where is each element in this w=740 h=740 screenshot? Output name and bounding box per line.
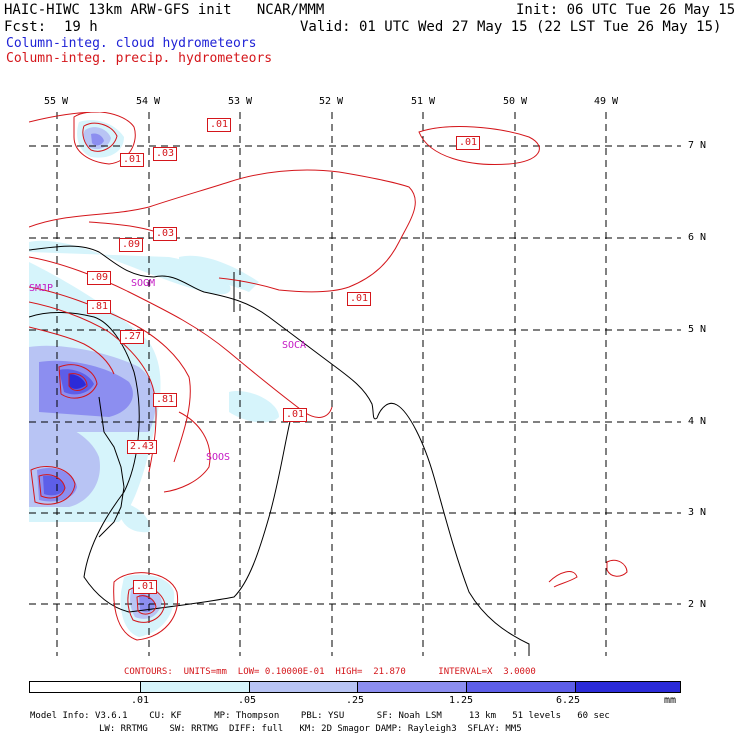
- model-info-line2: LW: RRTMG SW: RRTMG DIFF: full KM: 2D Sm…: [99, 724, 522, 734]
- contour-label: .03: [153, 147, 178, 161]
- colorbar-tick: 1.25: [449, 695, 474, 706]
- lon-label: 52 W: [319, 96, 344, 107]
- contour-label: .01: [456, 136, 481, 150]
- colorbar-segment: [30, 682, 141, 692]
- lat-label: 3 N: [688, 507, 707, 518]
- contour-label: .09: [119, 238, 144, 252]
- lat-label: 4 N: [688, 416, 707, 427]
- station-label: SMJP: [29, 283, 54, 294]
- contour-label: 2.43: [127, 440, 158, 454]
- contour-label: .01: [207, 118, 232, 132]
- station-label: SOCA: [282, 340, 307, 351]
- coastline: [29, 245, 530, 656]
- contour-label: .09: [87, 271, 112, 285]
- contour-label: .81: [87, 300, 112, 314]
- contour-label: .01: [347, 292, 372, 306]
- contours-info: CONTOURS: UNITS=mm LOW= 0.10000E-01 HIGH…: [124, 667, 536, 677]
- field-precip-hydrometeors: Column-integ. precip. hydrometeors: [6, 51, 273, 66]
- lat-label: 6 N: [688, 232, 707, 243]
- colorbar-segment: [250, 682, 358, 692]
- contour-label: .01: [120, 153, 145, 167]
- colorbar-tick: .25: [346, 695, 365, 706]
- lon-label: 51 W: [411, 96, 436, 107]
- station-label: SOGM: [131, 278, 156, 289]
- init-time: Init: 06 UTC Tue 26 May 15: [516, 2, 736, 18]
- contour-label: .03: [153, 227, 178, 241]
- colorbar-tick: 6.25: [556, 695, 581, 706]
- contour-label: .01: [283, 408, 308, 422]
- lat-label: 5 N: [688, 324, 707, 335]
- colorbar-segment: [467, 682, 576, 692]
- model-info-line1: Model Info: V3.6.1 CU: KF MP: Thompson P…: [30, 711, 610, 721]
- colorbar-unit: mm: [664, 695, 677, 706]
- colorbar-tick: .01: [131, 695, 150, 706]
- colorbar-segment: [141, 682, 250, 692]
- contour-label: .81: [153, 393, 178, 407]
- valid-time: Valid: 01 UTC Wed 27 May 15 (22 LST Tue …: [300, 19, 722, 35]
- lon-label: 54 W: [136, 96, 161, 107]
- colorbar: [29, 681, 681, 693]
- lon-label: 53 W: [228, 96, 253, 107]
- map-panel: [29, 112, 681, 656]
- lon-label: 50 W: [503, 96, 528, 107]
- field-cloud-hydrometeors: Column-integ. cloud hydrometeors: [6, 36, 257, 51]
- forecast-label: Fcst:: [4, 19, 47, 35]
- plot-title: HAIC-HIWC 13km ARW-GFS init NCAR/MMM: [4, 2, 325, 18]
- colorbar-segment: [358, 682, 467, 692]
- lat-label: 2 N: [688, 599, 707, 610]
- lon-label: 55 W: [44, 96, 69, 107]
- lon-label: 49 W: [594, 96, 619, 107]
- station-label: SOOS: [206, 452, 231, 463]
- forecast-hour: 19 h: [64, 19, 98, 35]
- colorbar-tick: .05: [238, 695, 257, 706]
- contour-label: .01: [133, 580, 158, 594]
- cloud-shading: [29, 120, 279, 637]
- contour-label: .27: [120, 330, 145, 344]
- colorbar-segment: [576, 682, 680, 692]
- lat-label: 7 N: [688, 140, 707, 151]
